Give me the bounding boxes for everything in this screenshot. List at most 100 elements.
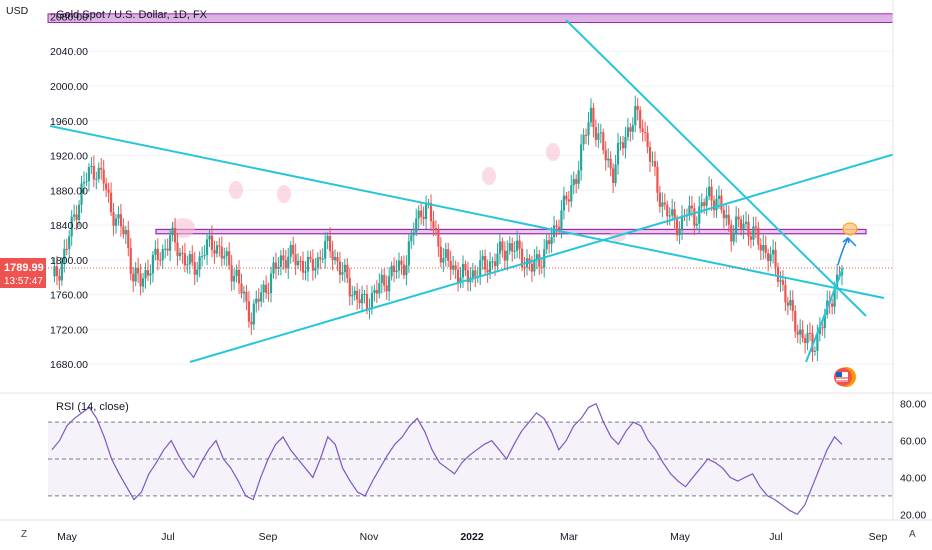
candle (193, 251, 196, 286)
candle (498, 233, 502, 264)
candle (400, 256, 403, 275)
candle (188, 250, 191, 275)
candle (676, 215, 679, 242)
candle (129, 237, 132, 281)
marker-blob (277, 185, 291, 203)
candle (146, 259, 150, 281)
candle (385, 275, 388, 300)
timezone-button[interactable] (17, 524, 33, 542)
candle (737, 208, 740, 228)
candle (658, 185, 661, 213)
candle (513, 241, 516, 260)
auto-scale-button[interactable]: A (909, 529, 916, 540)
candle (444, 242, 447, 267)
candle (420, 203, 423, 225)
candle (614, 154, 617, 187)
candle (695, 216, 698, 231)
last-price-label: 1789.99 (4, 262, 44, 274)
candle (749, 231, 753, 249)
candle (55, 255, 59, 286)
candle (577, 160, 580, 189)
candle (247, 291, 250, 328)
candle (739, 215, 743, 236)
candle (407, 234, 410, 273)
marker-blob (482, 167, 496, 185)
candle (402, 255, 406, 280)
candle (105, 177, 108, 198)
candle (626, 118, 629, 141)
candle (813, 346, 817, 356)
candle (488, 252, 492, 280)
time-tick-label: Mar (560, 531, 579, 543)
horizontal-level-zone[interactable] (155, 228, 867, 235)
main-grid (48, 15, 893, 365)
candle (70, 210, 73, 246)
candle (294, 243, 297, 276)
time-tick-label: Jul (769, 531, 782, 543)
candle (380, 269, 383, 294)
candle (501, 237, 504, 258)
candle (619, 136, 622, 151)
candle (397, 252, 401, 279)
candle (722, 203, 725, 229)
candle (454, 260, 457, 279)
candle (262, 280, 265, 303)
candle (242, 286, 246, 303)
candle (341, 262, 344, 282)
candlestick-series (53, 95, 844, 362)
candle (287, 247, 290, 279)
candle (496, 243, 499, 271)
candle (794, 305, 797, 339)
candle (127, 220, 130, 257)
candle (265, 275, 268, 299)
candle (562, 186, 566, 220)
candle (250, 312, 253, 335)
us-flag-icon[interactable] (834, 367, 856, 387)
candle (284, 249, 287, 273)
trendlines[interactable] (49, 19, 896, 363)
candle (786, 296, 789, 315)
left-price-tick-label: 2080.00 (50, 11, 88, 23)
candle (292, 236, 295, 263)
candle (95, 171, 98, 190)
candle (159, 252, 162, 267)
candle (656, 161, 659, 202)
candle (705, 187, 708, 216)
time-tick-label: 2022 (460, 531, 484, 543)
candle (205, 233, 209, 266)
candle (97, 162, 100, 183)
candle (594, 119, 597, 147)
rsi-tick-label: 60.00 (900, 436, 926, 448)
candle (73, 204, 76, 222)
time-axis[interactable]: May Jul Sep Nov 2022 Mar May Jul Sep (57, 531, 887, 543)
candle (279, 250, 282, 276)
candle (621, 135, 625, 156)
candle (230, 254, 233, 292)
candle (461, 255, 465, 288)
candle (324, 232, 327, 269)
candle (58, 268, 61, 290)
candle (508, 236, 511, 255)
candle (789, 290, 792, 311)
candle (343, 258, 346, 283)
candle (747, 214, 750, 246)
candle (198, 251, 201, 278)
candle (791, 290, 794, 322)
target-marker[interactable] (842, 222, 858, 236)
candle (80, 175, 83, 214)
candle (351, 285, 354, 306)
candle (82, 171, 86, 194)
candle (245, 284, 248, 311)
marker-blob (546, 143, 560, 161)
candle (252, 299, 255, 330)
candle (164, 239, 167, 259)
left-price-tick-label: 1800.00 (50, 255, 88, 267)
candle (639, 106, 642, 133)
candle (774, 241, 777, 276)
candle (762, 234, 765, 260)
projection-arrow[interactable] (837, 236, 857, 266)
candle (442, 247, 445, 273)
candle (796, 324, 799, 343)
price-axis[interactable] (893, 0, 932, 520)
candle (139, 263, 142, 296)
